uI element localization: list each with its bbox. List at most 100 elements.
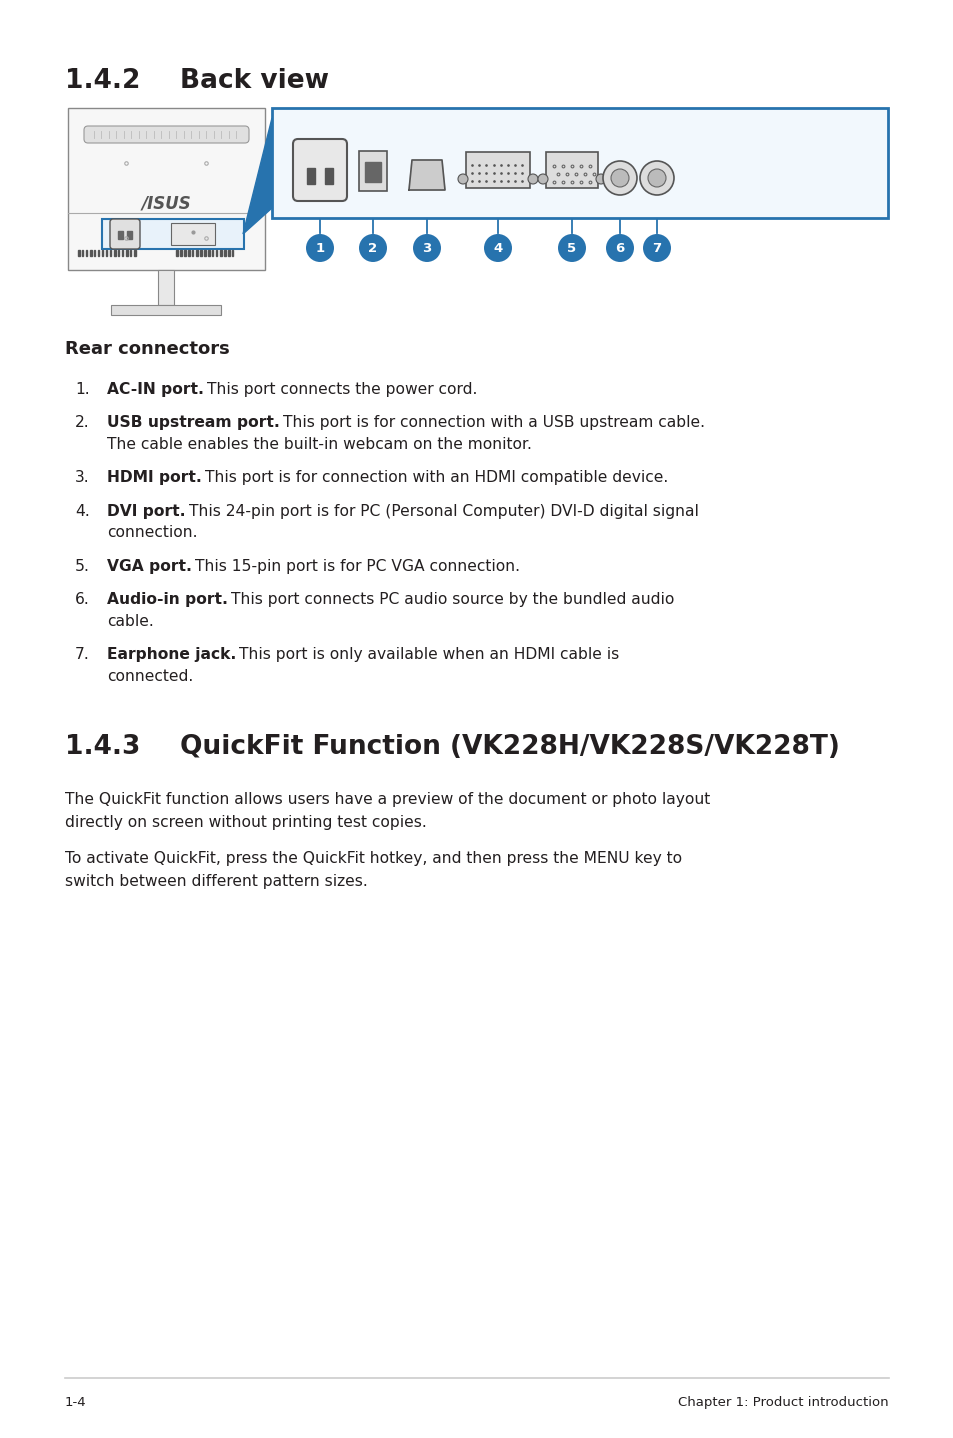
Text: 1: 1 <box>315 242 324 255</box>
Text: The cable enables the built-in webcam on the monitor.: The cable enables the built-in webcam on… <box>107 437 532 452</box>
Bar <box>106 250 107 256</box>
Text: directly on screen without printing test copies.: directly on screen without printing test… <box>65 815 426 830</box>
Text: AC-IN port.: AC-IN port. <box>107 383 204 397</box>
Bar <box>98 250 100 256</box>
Bar <box>102 250 104 256</box>
Text: VGA port.: VGA port. <box>107 559 192 574</box>
Bar <box>126 250 127 256</box>
Bar <box>158 270 174 305</box>
Text: cable.: cable. <box>107 614 153 628</box>
Bar <box>208 250 209 256</box>
Text: 5: 5 <box>567 242 576 255</box>
Text: The QuickFit function allows users have a preview of the document or photo layou: The QuickFit function allows users have … <box>65 792 709 808</box>
Text: ⇆: ⇆ <box>370 125 375 135</box>
Text: This port connects PC audio source by the bundled audio: This port connects PC audio source by th… <box>231 592 674 607</box>
Text: This port is for connection with an HDMI compatible device.: This port is for connection with an HDMI… <box>205 470 667 486</box>
Circle shape <box>306 234 334 262</box>
Bar <box>212 250 213 256</box>
Circle shape <box>483 234 512 262</box>
Text: 3.: 3. <box>75 470 90 486</box>
Bar <box>78 250 80 256</box>
Bar <box>86 250 88 256</box>
Text: Back view: Back view <box>180 68 329 93</box>
Bar <box>122 250 124 256</box>
Text: 3: 3 <box>422 242 431 255</box>
Text: Chapter 1: Product introduction: Chapter 1: Product introduction <box>678 1396 888 1409</box>
FancyBboxPatch shape <box>358 151 387 191</box>
Text: 2: 2 <box>368 242 377 255</box>
Text: QuickFit Function (VK228H/VK228S/VK228T): QuickFit Function (VK228H/VK228S/VK228T) <box>180 735 839 761</box>
Text: Audio-in port.: Audio-in port. <box>107 592 228 607</box>
Circle shape <box>642 234 670 262</box>
Circle shape <box>602 161 637 196</box>
Circle shape <box>639 161 673 196</box>
Text: 4.: 4. <box>75 503 90 519</box>
Text: This port is for connection with a USB upstream cable.: This port is for connection with a USB u… <box>283 416 704 430</box>
FancyBboxPatch shape <box>68 108 265 270</box>
Text: HDMI: HDMI <box>416 125 436 135</box>
Bar <box>200 250 201 256</box>
Text: 5.: 5. <box>75 559 90 574</box>
Circle shape <box>558 234 585 262</box>
Bar <box>195 250 198 256</box>
Bar <box>127 232 132 239</box>
Bar <box>133 250 135 256</box>
Text: 7: 7 <box>652 242 660 255</box>
Bar <box>365 162 380 183</box>
Bar <box>82 250 83 256</box>
Polygon shape <box>243 118 272 234</box>
Circle shape <box>610 170 628 187</box>
FancyBboxPatch shape <box>112 305 221 315</box>
Text: To activate QuickFit, press the QuickFit hotkey, and then press the MENU key to: To activate QuickFit, press the QuickFit… <box>65 851 681 867</box>
Text: HDMI port.: HDMI port. <box>107 470 202 486</box>
Text: This port is only available when an HDMI cable is: This port is only available when an HDMI… <box>239 647 619 663</box>
Text: 1.4.3: 1.4.3 <box>65 735 140 761</box>
Bar <box>118 250 120 256</box>
FancyBboxPatch shape <box>110 219 140 249</box>
Bar <box>110 250 112 256</box>
Circle shape <box>647 170 665 187</box>
Bar <box>228 250 229 256</box>
Bar <box>307 168 314 184</box>
FancyBboxPatch shape <box>293 139 347 201</box>
FancyBboxPatch shape <box>545 152 598 188</box>
Circle shape <box>358 234 387 262</box>
Bar <box>215 250 216 256</box>
Text: connection.: connection. <box>107 525 197 541</box>
Text: DVI port.: DVI port. <box>107 503 186 519</box>
FancyBboxPatch shape <box>171 223 214 244</box>
Bar <box>118 232 123 239</box>
Bar <box>94 250 96 256</box>
Text: 4: 4 <box>493 242 502 255</box>
Circle shape <box>457 174 468 184</box>
Text: Earphone jack.: Earphone jack. <box>107 647 236 663</box>
Bar <box>220 250 221 256</box>
Text: switch between different pattern sizes.: switch between different pattern sizes. <box>65 874 367 889</box>
FancyBboxPatch shape <box>84 127 249 142</box>
Circle shape <box>413 234 440 262</box>
Text: 7.: 7. <box>75 647 90 663</box>
Bar <box>325 168 333 184</box>
Text: Rear connectors: Rear connectors <box>65 339 230 358</box>
Bar <box>175 250 178 256</box>
Text: This port connects the power cord.: This port connects the power cord. <box>207 383 476 397</box>
Bar <box>224 250 225 256</box>
Bar <box>204 250 205 256</box>
Circle shape <box>605 234 634 262</box>
Bar <box>188 250 190 256</box>
Text: 2.: 2. <box>75 416 90 430</box>
Text: /ISUS: /ISUS <box>141 194 192 211</box>
Text: connected.: connected. <box>107 669 193 684</box>
Text: ⇆: ⇆ <box>369 131 376 139</box>
Text: This 24-pin port is for PC (Personal Computer) DVI-D digital signal: This 24-pin port is for PC (Personal Com… <box>189 503 698 519</box>
Circle shape <box>596 174 605 184</box>
Bar <box>184 250 185 256</box>
Circle shape <box>527 174 537 184</box>
Bar <box>192 250 193 256</box>
Text: 1.4.2: 1.4.2 <box>65 68 140 93</box>
Text: ~: ~ <box>340 168 349 178</box>
Text: 1-4: 1-4 <box>65 1396 87 1409</box>
Text: This 15-pin port is for PC VGA connection.: This 15-pin port is for PC VGA connectio… <box>194 559 519 574</box>
Text: DVI: DVI <box>491 125 504 135</box>
FancyBboxPatch shape <box>102 219 244 249</box>
